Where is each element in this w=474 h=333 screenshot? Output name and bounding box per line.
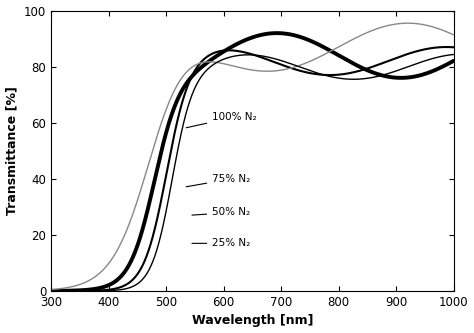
Text: 75% N₂: 75% N₂	[186, 174, 250, 187]
Text: 25% N₂: 25% N₂	[192, 238, 250, 248]
Text: 50% N₂: 50% N₂	[192, 207, 250, 217]
Text: 100% N₂: 100% N₂	[186, 112, 257, 128]
Y-axis label: Transmittance [%]: Transmittance [%]	[6, 86, 18, 215]
X-axis label: Wavelength [nm]: Wavelength [nm]	[191, 314, 313, 327]
